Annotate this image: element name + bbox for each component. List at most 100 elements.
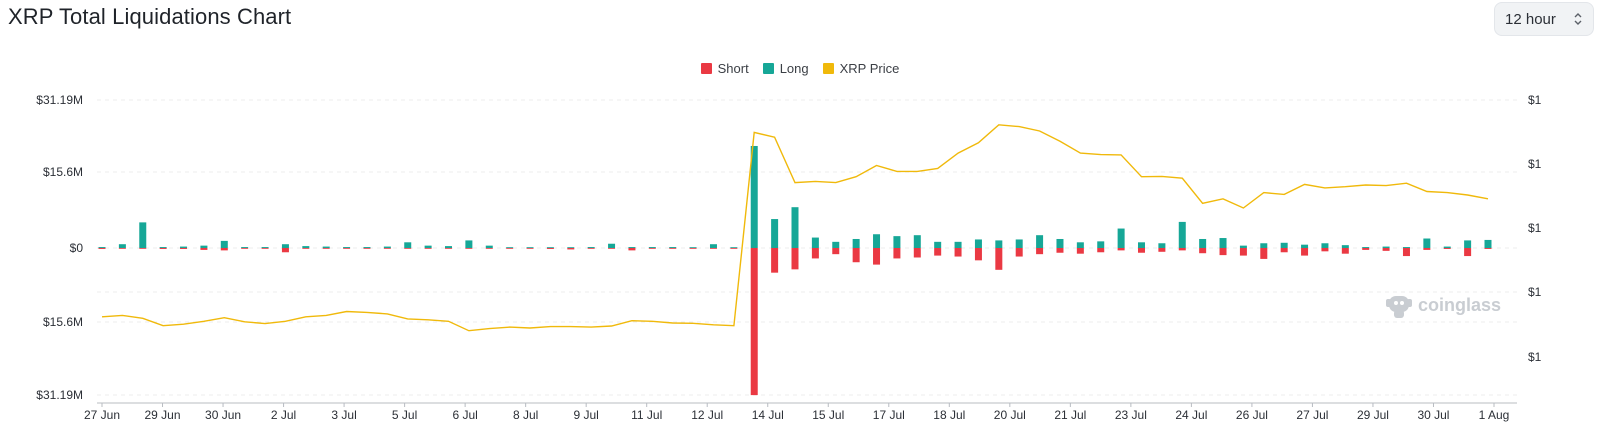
- long-bar: [771, 219, 779, 248]
- y-left-tick-label: $15.6M: [43, 165, 83, 179]
- short-bar: [974, 248, 982, 261]
- long-bar: [893, 236, 901, 248]
- x-tick-label: 1 Aug: [1479, 408, 1510, 422]
- long-bar: [1036, 235, 1044, 248]
- short-bar: [1239, 248, 1247, 256]
- long-bar: [1260, 243, 1268, 248]
- short-bar: [811, 248, 819, 259]
- x-tick-label: 26 Jul: [1236, 408, 1268, 422]
- x-tick-label: 30 Jul: [1417, 408, 1449, 422]
- long-bar: [424, 245, 432, 248]
- long-bar: [628, 247, 636, 248]
- long-bar: [689, 247, 697, 248]
- short-bar: [771, 248, 779, 273]
- x-tick-label: 6 Jul: [452, 408, 477, 422]
- long-bar: [485, 245, 493, 248]
- x-tick-label: 15 Jul: [812, 408, 844, 422]
- short-bar: [689, 248, 697, 249]
- short-bar: [750, 248, 758, 396]
- long-bar: [445, 246, 452, 248]
- short-bar: [893, 248, 901, 259]
- y-axis-right: $1 $1 $1 $1 $1: [1528, 93, 1542, 364]
- long-bar: [546, 247, 554, 248]
- legend-item-long[interactable]: Long: [762, 61, 809, 76]
- short-bar: [404, 248, 412, 249]
- long-bar: [281, 244, 289, 248]
- short-bar: [934, 248, 942, 256]
- x-tick-label: 9 Jul: [573, 408, 598, 422]
- long-bar: [1402, 247, 1410, 248]
- short-bar: [1056, 248, 1064, 253]
- x-tick-label: 17 Jul: [873, 408, 905, 422]
- x-tick-label: 8 Jul: [513, 408, 538, 422]
- long-bar: [322, 246, 330, 248]
- short-bar: [567, 248, 575, 250]
- x-tick-label: 24 Jul: [1175, 408, 1207, 422]
- long-bar: [1464, 240, 1472, 248]
- short-bar: [1036, 248, 1044, 255]
- chart-legend: Short Long XRP Price: [0, 61, 1600, 76]
- short-bar: [1443, 248, 1451, 249]
- short-bar: [1138, 248, 1145, 253]
- long-bar: [709, 244, 717, 248]
- x-tick-label: 30 Jun: [205, 408, 241, 422]
- short-bar: [1280, 248, 1288, 253]
- long-bar: [343, 247, 351, 248]
- short-bar: [118, 248, 126, 249]
- y-right-tick-label: $1: [1528, 285, 1542, 299]
- long-bar: [1239, 245, 1247, 248]
- x-tick-label: 27 Jul: [1296, 408, 1328, 422]
- legend-label-long: Long: [779, 61, 809, 76]
- short-bar: [445, 248, 452, 249]
- short-bar: [302, 248, 310, 249]
- x-tick-label: 2 Jul: [271, 408, 296, 422]
- chevron-updown-icon: [1574, 13, 1582, 25]
- long-bar: [852, 238, 860, 248]
- long-bar: [1219, 238, 1227, 248]
- long-bar: [1076, 242, 1084, 248]
- short-bar: [159, 248, 167, 249]
- long-bar: [1158, 243, 1166, 248]
- short-bar: [669, 248, 677, 249]
- short-bar: [648, 248, 656, 249]
- long-bar: [669, 247, 677, 248]
- long-bar: [934, 241, 942, 248]
- y-left-tick-label: $31.19M: [36, 388, 83, 402]
- long-bar: [648, 247, 656, 248]
- long-bar: [363, 247, 371, 248]
- short-bar: [343, 248, 351, 249]
- short-bar: [485, 248, 493, 249]
- x-tick-label: 11 Jul: [631, 408, 662, 422]
- short-bar: [1382, 248, 1390, 251]
- interval-select[interactable]: 12 hour: [1494, 2, 1594, 36]
- watermark-text: coinglass: [1418, 294, 1502, 315]
- short-bar: [954, 248, 962, 257]
- y-left-tick-label: $0: [70, 241, 84, 255]
- long-bar: [241, 247, 249, 248]
- legend-item-short[interactable]: Short: [700, 61, 749, 76]
- short-bar: [1301, 248, 1309, 256]
- price-line: [101, 124, 1489, 332]
- short-bar: [1402, 248, 1410, 257]
- x-tick-label: 14 Jul: [752, 408, 784, 422]
- short-bar: [200, 248, 208, 250]
- long-bar: [873, 234, 881, 248]
- short-bar: [995, 248, 1003, 270]
- short-bar: [1260, 248, 1268, 259]
- legend-item-price[interactable]: XRP Price: [822, 61, 899, 76]
- long-bar: [750, 145, 758, 248]
- short-bar: [1076, 248, 1084, 254]
- y-right-tick-label: $1: [1528, 221, 1542, 235]
- long-bar: [1382, 246, 1390, 248]
- coinglass-logo-icon: [1386, 296, 1412, 318]
- long-bar: [1484, 239, 1492, 248]
- short-bar: [98, 248, 106, 249]
- short-bar: [546, 248, 554, 249]
- x-tick-label: 23 Jul: [1115, 408, 1147, 422]
- short-bar: [526, 248, 534, 249]
- long-bar: [302, 246, 310, 248]
- long-bar: [139, 222, 147, 248]
- short-bar: [261, 248, 269, 249]
- bars: [98, 145, 1492, 396]
- y-left-tick-label: $15.6M: [43, 315, 83, 329]
